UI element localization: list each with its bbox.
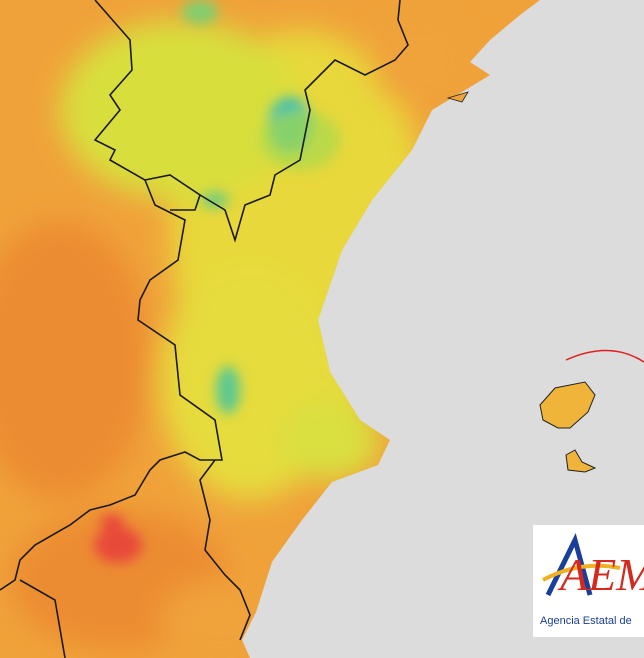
logo-stroke	[545, 532, 593, 597]
logo-swoosh	[542, 563, 621, 582]
logo: AEM Agencia Estatal de	[533, 525, 644, 637]
annotation-arc	[565, 349, 644, 363]
logo-mark: AEM	[557, 549, 644, 600]
logo-caption: Agencia Estatal de	[540, 615, 632, 627]
island-small	[446, 91, 469, 103]
island-ibiza	[539, 381, 596, 429]
borders	[0, 0, 409, 658]
island-formentera	[565, 449, 597, 473]
